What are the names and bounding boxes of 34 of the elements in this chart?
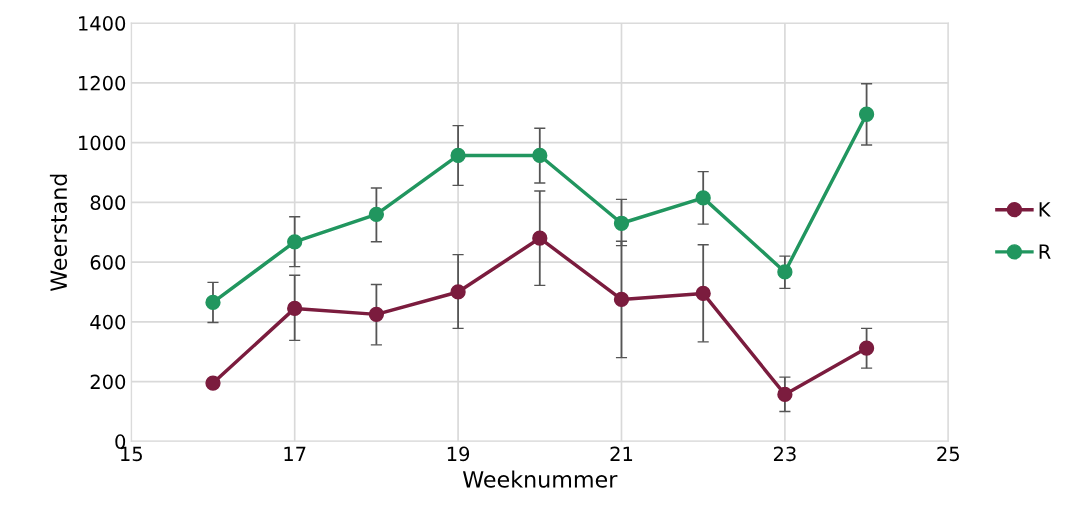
point bbox=[287, 234, 303, 250]
x-tick-label: 17 bbox=[284, 446, 306, 461]
point bbox=[858, 106, 875, 122]
y-tick-label: 600 bbox=[90, 255, 126, 270]
point bbox=[450, 147, 466, 164]
point bbox=[287, 300, 303, 317]
x-tick-label: 25 bbox=[937, 446, 959, 462]
point bbox=[858, 340, 875, 356]
point bbox=[532, 147, 548, 164]
point bbox=[205, 294, 221, 311]
x-tick-label: 21 bbox=[610, 446, 633, 461]
x-tick-label: 23 bbox=[773, 446, 796, 462]
y-tick-label: 400 bbox=[90, 314, 126, 330]
y-tick-label: 1200 bbox=[79, 75, 126, 91]
y-tick-label: 800 bbox=[90, 195, 126, 211]
y-tick-label: 1000 bbox=[79, 135, 126, 151]
legend-label: K bbox=[1039, 202, 1051, 217]
point bbox=[695, 285, 711, 302]
point bbox=[368, 206, 385, 222]
x-tick-label: 19 bbox=[447, 446, 470, 462]
point bbox=[613, 291, 630, 308]
point bbox=[695, 190, 711, 206]
point bbox=[450, 284, 466, 300]
y-axis-title: Weerstand bbox=[49, 174, 68, 292]
y-tick-label: 200 bbox=[90, 374, 126, 390]
point bbox=[613, 215, 630, 231]
point bbox=[368, 306, 385, 323]
point bbox=[777, 386, 793, 403]
point bbox=[777, 264, 793, 280]
y-tick-label: 1400 bbox=[79, 16, 126, 31]
point bbox=[532, 230, 548, 246]
x-axis-title: Weeknummer bbox=[462, 470, 618, 488]
legend-label: R bbox=[1039, 244, 1051, 259]
point bbox=[205, 375, 221, 391]
